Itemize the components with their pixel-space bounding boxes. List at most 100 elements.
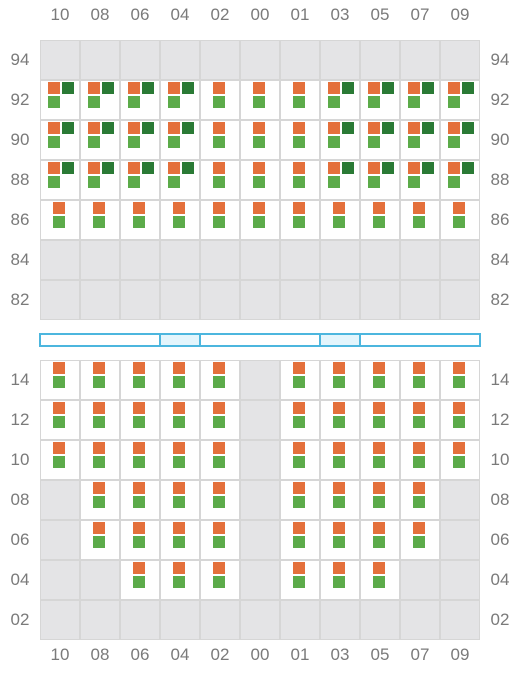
seat-cell[interactable]	[240, 160, 280, 200]
seat-cell[interactable]	[360, 440, 400, 480]
orange-marker	[373, 402, 385, 414]
seat-cell[interactable]	[440, 200, 480, 240]
seat-cell[interactable]	[40, 120, 80, 160]
seat-cell[interactable]	[160, 160, 200, 200]
seat-cell[interactable]	[400, 80, 440, 120]
seat-cell[interactable]	[400, 160, 440, 200]
seat-cell[interactable]	[120, 160, 160, 200]
seat-cell[interactable]	[200, 480, 240, 520]
seat-cell[interactable]	[120, 520, 160, 560]
seat-cell[interactable]	[240, 80, 280, 120]
seat-cell[interactable]	[80, 440, 120, 480]
seat-cell[interactable]	[200, 200, 240, 240]
seat-cell[interactable]	[280, 200, 320, 240]
seat-cell[interactable]	[360, 520, 400, 560]
seat-cell[interactable]	[80, 160, 120, 200]
seat-cell[interactable]	[440, 440, 480, 480]
seat-cell[interactable]	[80, 520, 120, 560]
seat-cell[interactable]	[120, 560, 160, 600]
seat-cell[interactable]	[120, 200, 160, 240]
seat-cell[interactable]	[80, 200, 120, 240]
seat-cell[interactable]	[200, 400, 240, 440]
seat-cell[interactable]	[360, 360, 400, 400]
seat-cell[interactable]	[320, 360, 360, 400]
seat-cell[interactable]	[320, 120, 360, 160]
seat-cell[interactable]	[80, 400, 120, 440]
seat-cell[interactable]	[440, 120, 480, 160]
seat-cell[interactable]	[120, 80, 160, 120]
seat-cell[interactable]	[320, 80, 360, 120]
seat-cell[interactable]	[440, 80, 480, 120]
seat-cell[interactable]	[280, 160, 320, 200]
seat-cell[interactable]	[160, 120, 200, 160]
seat-cell[interactable]	[360, 400, 400, 440]
seat-cell[interactable]	[400, 440, 440, 480]
seat-cell[interactable]	[280, 520, 320, 560]
seat-cell[interactable]	[400, 480, 440, 520]
seat-cell[interactable]	[280, 400, 320, 440]
seat-cell[interactable]	[40, 360, 80, 400]
seat-cell[interactable]	[280, 80, 320, 120]
seat-cell[interactable]	[360, 560, 400, 600]
seat-cell[interactable]	[320, 560, 360, 600]
seat-cell[interactable]	[120, 440, 160, 480]
seat-cell[interactable]	[240, 200, 280, 240]
seat-cell[interactable]	[160, 400, 200, 440]
seat-cell[interactable]	[160, 360, 200, 400]
seat-cell[interactable]	[440, 400, 480, 440]
seat-cell[interactable]	[440, 160, 480, 200]
seat-cell[interactable]	[160, 80, 200, 120]
seat-cell[interactable]	[200, 520, 240, 560]
seat-cell[interactable]	[360, 120, 400, 160]
seat-cell[interactable]	[400, 520, 440, 560]
seat-cell[interactable]	[280, 560, 320, 600]
seat-cell[interactable]	[360, 160, 400, 200]
seat-cell[interactable]	[40, 80, 80, 120]
seat-cell[interactable]	[160, 560, 200, 600]
seat-cell[interactable]	[280, 120, 320, 160]
seat-cell[interactable]	[360, 200, 400, 240]
seat-cell[interactable]	[280, 440, 320, 480]
seat-cell[interactable]	[160, 480, 200, 520]
empty-cell	[280, 40, 320, 80]
seat-cell[interactable]	[320, 480, 360, 520]
seat-cell[interactable]	[120, 400, 160, 440]
seat-cell[interactable]	[200, 80, 240, 120]
seat-cell[interactable]	[200, 440, 240, 480]
seat-cell[interactable]	[440, 360, 480, 400]
seat-cell[interactable]	[120, 480, 160, 520]
seat-cell[interactable]	[400, 360, 440, 400]
seat-cell[interactable]	[40, 200, 80, 240]
seat-cell[interactable]	[400, 200, 440, 240]
seat-cell[interactable]	[320, 400, 360, 440]
seat-cell[interactable]	[200, 160, 240, 200]
seat-cell[interactable]	[40, 440, 80, 480]
seat-cell[interactable]	[80, 80, 120, 120]
seat-cell[interactable]	[360, 480, 400, 520]
seat-cell[interactable]	[120, 120, 160, 160]
seat-cell[interactable]	[280, 480, 320, 520]
seat-cell[interactable]	[400, 120, 440, 160]
seat-cell[interactable]	[40, 400, 80, 440]
seat-cell[interactable]	[400, 400, 440, 440]
seat-cell[interactable]	[120, 360, 160, 400]
seat-cell[interactable]	[160, 200, 200, 240]
seat-cell[interactable]	[320, 160, 360, 200]
seat-cell[interactable]	[40, 160, 80, 200]
seat-cell[interactable]	[160, 440, 200, 480]
seat-cell[interactable]	[160, 520, 200, 560]
seat-cell[interactable]	[320, 200, 360, 240]
orange-marker	[328, 82, 340, 94]
seat-cell[interactable]	[360, 80, 400, 120]
seat-cell[interactable]	[200, 120, 240, 160]
seat-cell[interactable]	[80, 360, 120, 400]
seat-cell[interactable]	[200, 360, 240, 400]
seat-cell[interactable]	[320, 440, 360, 480]
seat-cell[interactable]	[80, 480, 120, 520]
green-marker	[333, 376, 345, 388]
seat-cell[interactable]	[320, 520, 360, 560]
seat-cell[interactable]	[200, 560, 240, 600]
seat-cell[interactable]	[280, 360, 320, 400]
seat-cell[interactable]	[80, 120, 120, 160]
seat-cell[interactable]	[240, 120, 280, 160]
